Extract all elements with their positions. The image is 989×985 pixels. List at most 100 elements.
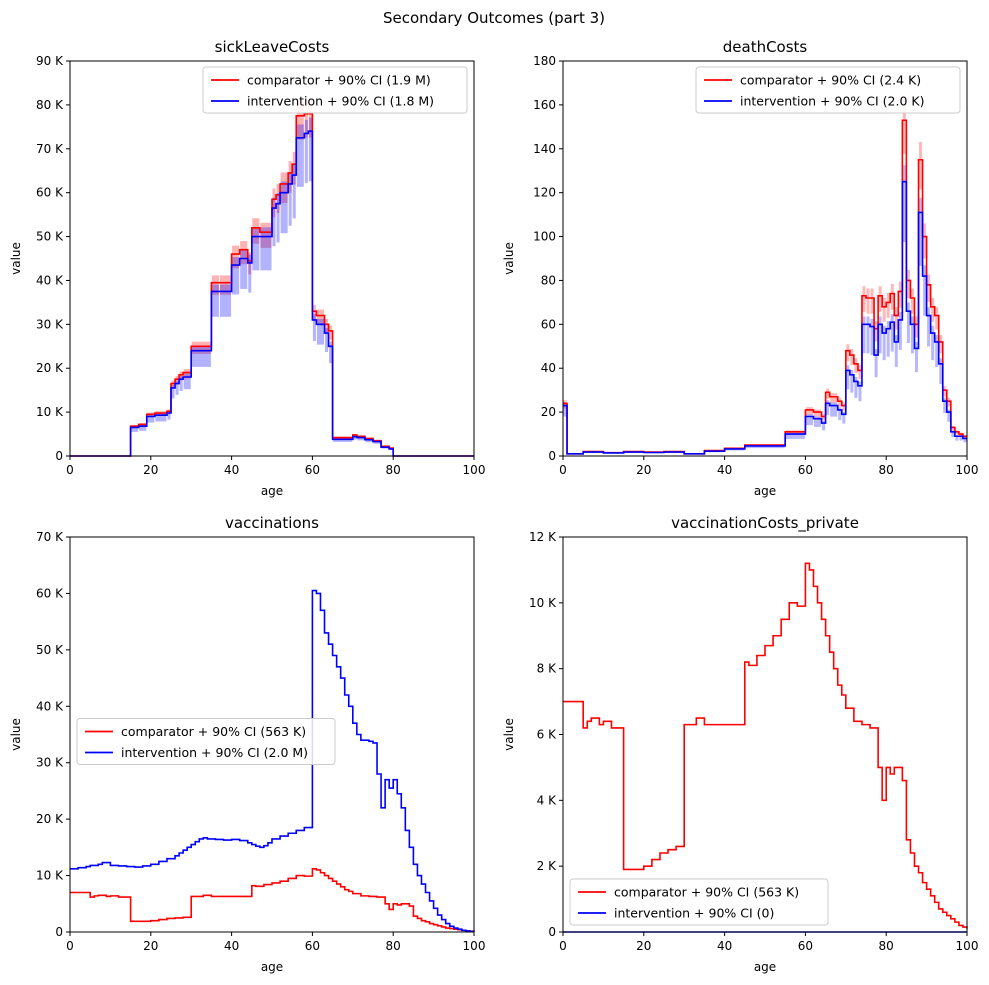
- x-tick-label: 100: [956, 939, 979, 953]
- ci-band-intervention: [316, 318, 325, 345]
- ci-band-intervention: [563, 402, 567, 417]
- x-tick-label: 60: [305, 939, 320, 953]
- ci-band-intervention: [826, 400, 830, 415]
- y-tick-label: 40: [541, 361, 556, 375]
- y-tick-label: 40 K: [36, 273, 64, 287]
- ci-band-comparator: [923, 223, 927, 259]
- ci-band-comparator: [898, 281, 902, 308]
- x-tick-label: 20: [143, 939, 158, 953]
- y-tick-label: 50 K: [36, 643, 64, 657]
- ci-band-intervention: [272, 197, 276, 247]
- y-tick-label: 20 K: [36, 361, 64, 375]
- ci-band-comparator: [854, 358, 858, 374]
- ci-band-comparator: [862, 286, 866, 312]
- y-tick-label: 90 K: [36, 54, 64, 68]
- x-tick-label: 80: [879, 463, 894, 477]
- legend-label: comparator + 90% CI (563 K): [614, 885, 799, 900]
- ci-band-intervention: [171, 385, 175, 399]
- y-tick-label: 60 K: [36, 186, 64, 200]
- ci-band-comparator: [886, 293, 890, 318]
- legend-box: [695, 66, 961, 114]
- ci-band-intervention: [858, 381, 862, 402]
- ci-band-comparator: [329, 325, 333, 340]
- x-tick-label: 60: [798, 463, 813, 477]
- x-tick-label: 40: [717, 939, 732, 953]
- y-tick-label: 140: [533, 142, 556, 156]
- ci-band-intervention: [866, 316, 870, 354]
- ci-band-intervention: [329, 341, 333, 364]
- x-tick-label: 0: [66, 463, 74, 477]
- ci-band-intervention: [183, 373, 191, 390]
- x-tick-label: 20: [143, 463, 158, 477]
- ci-band-comparator: [171, 380, 175, 389]
- ci-band-intervention: [947, 409, 951, 422]
- ci-band-comparator: [288, 161, 292, 193]
- ci-band-intervention: [813, 416, 822, 427]
- series-line-comparator: [563, 562, 968, 929]
- ci-band-intervention: [308, 117, 312, 182]
- ci-band-intervention: [333, 438, 353, 442]
- y-tick-label: 70 K: [36, 142, 64, 156]
- y-tick-label: 160: [533, 98, 556, 112]
- ci-band-intervention: [919, 197, 923, 267]
- legend-box: [569, 878, 829, 926]
- ci-band-intervention: [131, 426, 139, 432]
- ci-band-comparator: [910, 288, 914, 314]
- y-tick-label: 12 K: [529, 530, 557, 544]
- ci-band-intervention: [288, 172, 292, 226]
- x-tick-label: 0: [559, 463, 567, 477]
- y-tick-label: 0: [548, 449, 556, 463]
- ci-band-comparator: [292, 151, 296, 185]
- y-axis-label: value: [9, 242, 23, 275]
- y-tick-label: 60: [541, 317, 556, 331]
- ci-band-intervention: [902, 165, 906, 243]
- ci-band-intervention: [325, 327, 329, 353]
- axes-frame: [69, 60, 475, 457]
- y-tick-label: 2 K: [537, 859, 557, 873]
- ci-band-comparator: [219, 275, 232, 295]
- ci-band-intervention: [785, 432, 805, 439]
- series-line-comparator: [70, 868, 475, 932]
- ci-band-comparator: [826, 388, 830, 399]
- x-tick-label: 100: [463, 939, 486, 953]
- ci-band-intervention: [923, 265, 927, 316]
- ci-band-comparator: [919, 141, 923, 190]
- ci-band-comparator: [931, 297, 935, 322]
- ci-band-comparator: [943, 386, 947, 397]
- ci-band-intervention: [910, 316, 914, 354]
- ci-band-intervention: [906, 302, 910, 344]
- ci-band-intervention: [822, 421, 826, 431]
- ci-band-intervention: [939, 358, 943, 385]
- y-tick-label: 10 K: [36, 405, 64, 419]
- ci-band-intervention: [260, 227, 272, 271]
- ci-band-comparator: [914, 316, 919, 338]
- ci-band-intervention: [931, 325, 935, 361]
- ci-band-intervention: [280, 181, 288, 234]
- ci-band-comparator: [179, 371, 183, 381]
- ci-band-intervention: [943, 397, 947, 414]
- ci-band-intervention: [175, 380, 179, 395]
- ci-band-comparator: [947, 397, 951, 407]
- ci-band-intervention: [211, 284, 219, 317]
- ci-band-intervention: [357, 436, 365, 441]
- x-axis-label: age: [261, 960, 283, 974]
- ci-band-intervention: [830, 402, 838, 417]
- ci-band-intervention: [365, 439, 373, 443]
- series-line-intervention: [70, 130, 474, 457]
- subplot-1: 0 20 40 60 80 100 0 20 40 60 80 100 120 140 160 180 deat…: [502, 38, 978, 498]
- legend-box: [202, 66, 468, 114]
- ci-band-comparator: [260, 222, 272, 248]
- ci-band-comparator: [563, 400, 567, 409]
- ci-band-intervention: [890, 314, 894, 352]
- x-tick-label: 100: [463, 463, 486, 477]
- y-tick-label: 80 K: [36, 98, 64, 112]
- ci-band-intervention: [292, 163, 296, 219]
- ci-band-intervention: [232, 257, 240, 295]
- ci-band-intervention: [870, 318, 874, 356]
- ci-band-intervention: [850, 369, 854, 393]
- ci-band-intervention: [959, 435, 963, 441]
- ci-band-comparator: [882, 297, 886, 322]
- ci-band-comparator: [316, 309, 325, 326]
- ci-band-intervention: [894, 335, 898, 367]
- legend: comparator + 90% CI (563 K) intervention …: [569, 878, 829, 926]
